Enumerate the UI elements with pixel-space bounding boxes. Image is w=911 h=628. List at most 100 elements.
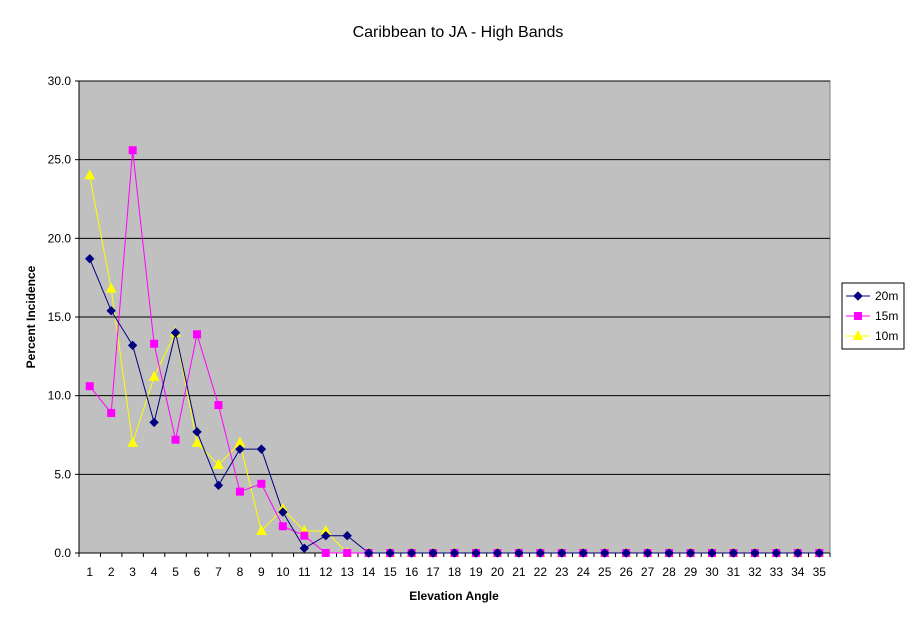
data-point-20m — [278, 507, 288, 517]
data-point-20m — [149, 417, 159, 428]
x-tick-label: 16 — [405, 565, 419, 579]
x-tick-label: 6 — [194, 565, 201, 579]
data-point-20m — [514, 548, 524, 558]
x-tick-label: 5 — [172, 565, 179, 579]
data-point-20m — [492, 548, 503, 558]
data-point-20m — [406, 548, 417, 558]
x-tick-label: 23 — [555, 565, 569, 579]
x-tick-label: 27 — [641, 565, 655, 579]
x-tick-label: 2 — [108, 565, 115, 579]
data-point-15m — [171, 435, 180, 444]
data-point-20m — [771, 548, 782, 558]
data-point-10m — [191, 436, 203, 447]
x-tick-label: 1 — [86, 565, 93, 579]
y-tick-label: 15.0 — [48, 310, 72, 324]
x-tick-label: 19 — [469, 565, 483, 579]
data-point-20m — [557, 548, 567, 558]
x-tick-label: 8 — [237, 565, 244, 579]
data-point-20m — [449, 548, 460, 558]
data-point-20m — [342, 530, 352, 541]
x-tick-label: 14 — [362, 565, 376, 579]
data-point-15m — [85, 382, 94, 391]
data-point-15m — [321, 549, 330, 557]
data-point-15m — [193, 330, 202, 339]
x-tick-label: 33 — [770, 565, 784, 579]
legend-label: 20m — [875, 289, 898, 303]
x-tick-label: 34 — [791, 565, 805, 579]
data-point-20m — [685, 548, 696, 558]
data-point-10m — [84, 169, 96, 180]
data-point-20m — [85, 254, 95, 264]
x-axis-label: Elevation Angle — [409, 589, 499, 603]
x-tick-label: 21 — [512, 565, 526, 579]
data-point-20m — [621, 548, 631, 558]
x-tick-label: 26 — [619, 565, 633, 579]
data-point-15m — [150, 339, 159, 348]
data-point-20m — [793, 548, 803, 558]
data-point-15m — [107, 408, 116, 417]
x-tick-label: 12 — [319, 565, 333, 579]
data-point-20m — [728, 548, 739, 558]
data-point-20m — [428, 548, 438, 558]
data-point-20m — [707, 548, 717, 558]
data-point-20m — [256, 444, 267, 454]
data-point-20m — [106, 305, 116, 316]
x-tick-label: 24 — [577, 565, 591, 579]
plot-area: 0.05.010.015.020.025.030.01 2 3 4 5 6 7 8 9 10 11 1… — [48, 74, 831, 579]
x-tick-label: 18 — [448, 565, 462, 579]
legend: 20m 15m 10m — [841, 282, 905, 350]
data-point-10m — [256, 524, 267, 535]
data-point-20m — [192, 427, 202, 437]
x-tick-label: 4 — [151, 565, 158, 579]
data-point-20m — [235, 444, 245, 454]
x-tick-label: 35 — [813, 565, 827, 579]
legend-marker-15m — [854, 312, 862, 320]
x-tick-label: 28 — [662, 565, 676, 579]
legend-label: 10m — [875, 329, 898, 343]
data-point-15m — [257, 479, 266, 488]
data-point-20m — [578, 548, 588, 558]
x-tick-label: 32 — [748, 565, 762, 579]
x-tick-label: 7 — [215, 565, 222, 579]
data-point-15m — [278, 522, 287, 531]
x-tick-label: 11 — [298, 565, 311, 579]
x-tick-label: 3 — [129, 565, 136, 579]
data-point-10m — [148, 370, 160, 381]
y-tick-label: 0.0 — [54, 546, 71, 560]
data-point-15m — [214, 401, 223, 410]
x-tick-label: 17 — [426, 565, 440, 579]
data-point-20m — [363, 548, 374, 558]
legend-label: 15m — [875, 309, 898, 323]
y-tick-label: 20.0 — [48, 231, 72, 245]
chart-title: Caribbean to JA - High Bands — [353, 24, 564, 41]
data-point-20m — [127, 340, 138, 351]
x-tick-label: 29 — [684, 565, 698, 579]
data-point-15m — [128, 146, 137, 155]
legend-marker-10m — [852, 329, 864, 340]
data-point-20m — [471, 548, 481, 558]
data-point-20m — [664, 548, 674, 558]
data-point-20m — [814, 548, 824, 558]
x-tick-label: 15 — [383, 565, 397, 579]
x-tick-label: 20 — [491, 565, 505, 579]
x-tick-label: 13 — [341, 565, 355, 579]
y-tick-label: 25.0 — [48, 153, 72, 167]
data-point-20m — [213, 480, 224, 491]
x-tick-label: 10 — [276, 565, 290, 579]
y-tick-label: 10.0 — [48, 389, 72, 403]
data-point-20m — [321, 530, 331, 541]
data-point-15m — [343, 549, 352, 557]
data-point-10m — [127, 436, 138, 447]
legend-marker-20m — [853, 291, 863, 301]
data-point-10m — [105, 282, 117, 293]
data-point-10m — [213, 458, 224, 469]
data-point-20m — [642, 548, 653, 558]
y-axis-label: Percent Incidence — [24, 265, 38, 368]
x-tick-label: 22 — [534, 565, 548, 579]
x-tick-label: 30 — [705, 565, 719, 579]
y-tick-label: 5.0 — [54, 467, 71, 481]
x-tick-label: 25 — [598, 565, 612, 579]
y-tick-label: 30.0 — [48, 74, 72, 88]
